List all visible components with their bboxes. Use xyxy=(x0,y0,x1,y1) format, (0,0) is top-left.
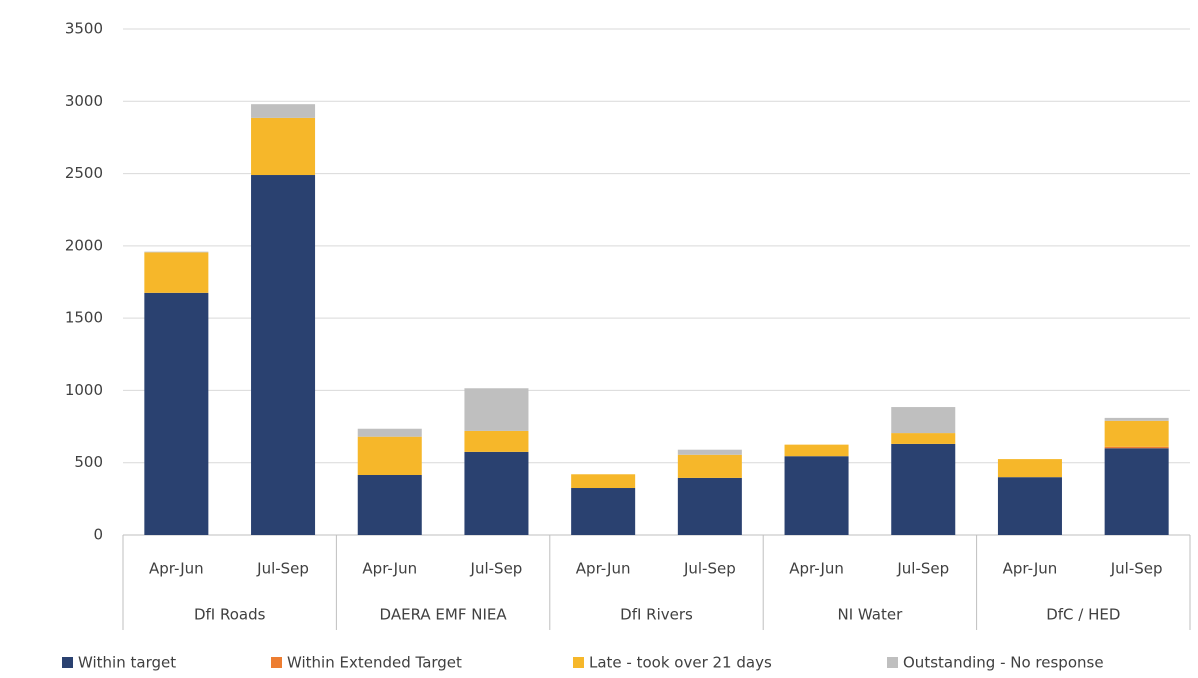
legend-swatch xyxy=(271,657,282,668)
group-label: DAERA EMF NIEA xyxy=(380,606,508,624)
bar-segment xyxy=(677,449,742,455)
x-tick-label: Apr-Jun xyxy=(1003,560,1058,578)
y-tick-label: 2000 xyxy=(65,236,103,254)
x-tick-label: Apr-Jun xyxy=(362,560,417,578)
bar-segment xyxy=(251,175,316,535)
group-label: NI Water xyxy=(838,606,904,624)
bar-segment xyxy=(891,443,956,535)
bar-segment xyxy=(997,459,1062,478)
legend-label: Late - took over 21 days xyxy=(589,654,772,672)
legend-label: Within target xyxy=(78,654,176,672)
x-tick-label: Jul-Sep xyxy=(683,560,736,578)
group-label: DfI Roads xyxy=(194,606,266,624)
bar-segment xyxy=(464,388,529,431)
bar-segment xyxy=(784,456,849,535)
y-tick-label: 0 xyxy=(93,526,103,544)
bar-segment xyxy=(464,451,529,535)
y-tick-label: 3500 xyxy=(65,20,103,38)
bar-segment xyxy=(571,488,636,535)
group-label: DfC / HED xyxy=(1046,606,1120,624)
bar-segment xyxy=(144,251,209,253)
legend-swatch xyxy=(573,657,584,668)
bar-segment xyxy=(251,117,316,176)
bar-segment xyxy=(251,104,316,118)
bar-segment xyxy=(1104,446,1169,449)
bar-segment xyxy=(997,477,1062,535)
bar-segment xyxy=(1104,448,1169,535)
bar-segment xyxy=(677,477,742,535)
y-tick-label: 1500 xyxy=(65,309,103,327)
x-tick-label: Jul-Sep xyxy=(1110,560,1163,578)
bar-segment xyxy=(1104,417,1169,421)
bar-segment xyxy=(357,475,422,535)
y-tick-label: 2500 xyxy=(65,164,103,182)
x-tick-label: Jul-Sep xyxy=(256,560,309,578)
group-label: DfI Rivers xyxy=(620,606,693,624)
legend-label: Within Extended Target xyxy=(287,654,462,672)
legend-swatch xyxy=(62,657,73,668)
bar-segment xyxy=(784,444,849,457)
bar-segment xyxy=(571,474,636,489)
x-tick-label: Jul-Sep xyxy=(896,560,949,578)
x-tick-label: Apr-Jun xyxy=(576,560,631,578)
bar-segment xyxy=(357,436,422,476)
bar-segment xyxy=(891,407,956,434)
x-tick-label: Apr-Jun xyxy=(149,560,204,578)
y-tick-label: 500 xyxy=(74,453,103,471)
x-tick-label: Jul-Sep xyxy=(470,560,523,578)
bar-segment xyxy=(144,292,209,535)
y-tick-label: 1000 xyxy=(65,381,103,399)
bar-segment xyxy=(464,430,529,452)
bar-segment xyxy=(1104,420,1169,447)
bar-segment xyxy=(144,252,209,293)
legend-label: Outstanding - No response xyxy=(903,654,1104,672)
bar-segment xyxy=(357,428,422,437)
legend-swatch xyxy=(887,657,898,668)
bar-segment xyxy=(891,433,956,444)
bar-segment xyxy=(677,454,742,478)
x-tick-label: Apr-Jun xyxy=(789,560,844,578)
y-tick-label: 3000 xyxy=(65,92,103,110)
